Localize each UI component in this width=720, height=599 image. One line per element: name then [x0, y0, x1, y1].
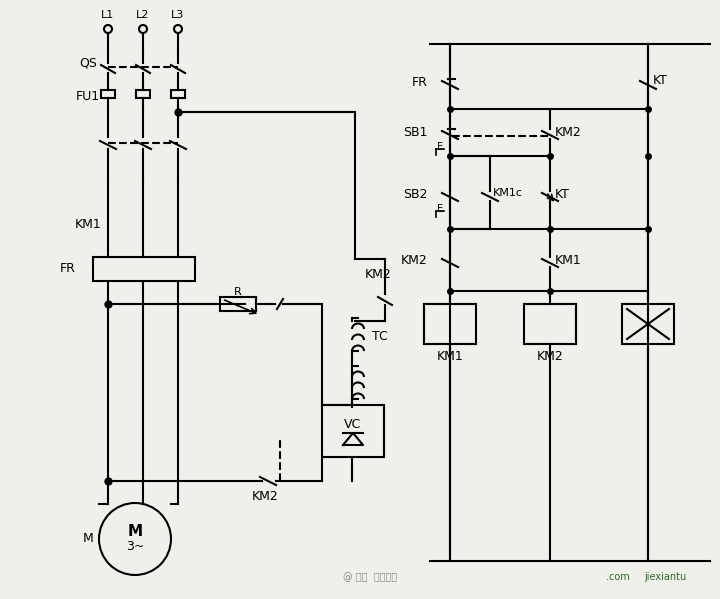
Text: 3~: 3~ [126, 540, 144, 553]
Text: KM1c: KM1c [493, 188, 523, 198]
Bar [322, 405, 384, 457]
Text: FR: FR [60, 262, 76, 276]
Text: R: R [234, 287, 242, 297]
Text: KM2: KM2 [401, 255, 428, 268]
Bar [424, 304, 476, 344]
Text: L3: L3 [171, 10, 184, 20]
Bar [136, 90, 150, 98]
Text: KT: KT [555, 187, 570, 201]
Text: L2: L2 [136, 10, 150, 20]
Text: KM2: KM2 [251, 489, 279, 503]
Text: SB1: SB1 [403, 126, 428, 140]
Bar [622, 304, 674, 344]
Text: KM1: KM1 [555, 255, 582, 268]
Text: .com: .com [606, 572, 630, 582]
Text: SB2: SB2 [403, 187, 428, 201]
Text: FU1: FU1 [76, 89, 100, 102]
Text: @ 知乎  家核优居: @ 知乎 家核优居 [343, 572, 397, 582]
Text: M: M [83, 533, 94, 546]
Text: KM2: KM2 [365, 268, 392, 280]
Text: QS: QS [79, 56, 97, 69]
Bar [220, 297, 256, 311]
Text: KM2: KM2 [536, 349, 563, 362]
Text: FR: FR [412, 77, 428, 89]
Text: KM1: KM1 [436, 349, 464, 362]
Text: TC: TC [372, 329, 388, 343]
Text: jiexiantu: jiexiantu [644, 572, 686, 582]
Text: L1: L1 [102, 10, 114, 20]
Bar [101, 90, 115, 98]
Text: KM2: KM2 [555, 126, 582, 140]
Bar [171, 90, 185, 98]
Text: KT: KT [653, 74, 668, 87]
Text: VC: VC [344, 418, 361, 431]
Text: E: E [437, 204, 443, 214]
Text: E: E [437, 142, 443, 152]
Bar [524, 304, 576, 344]
Text: M: M [127, 525, 143, 540]
Text: KM1: KM1 [75, 217, 102, 231]
Bar [93, 257, 195, 281]
